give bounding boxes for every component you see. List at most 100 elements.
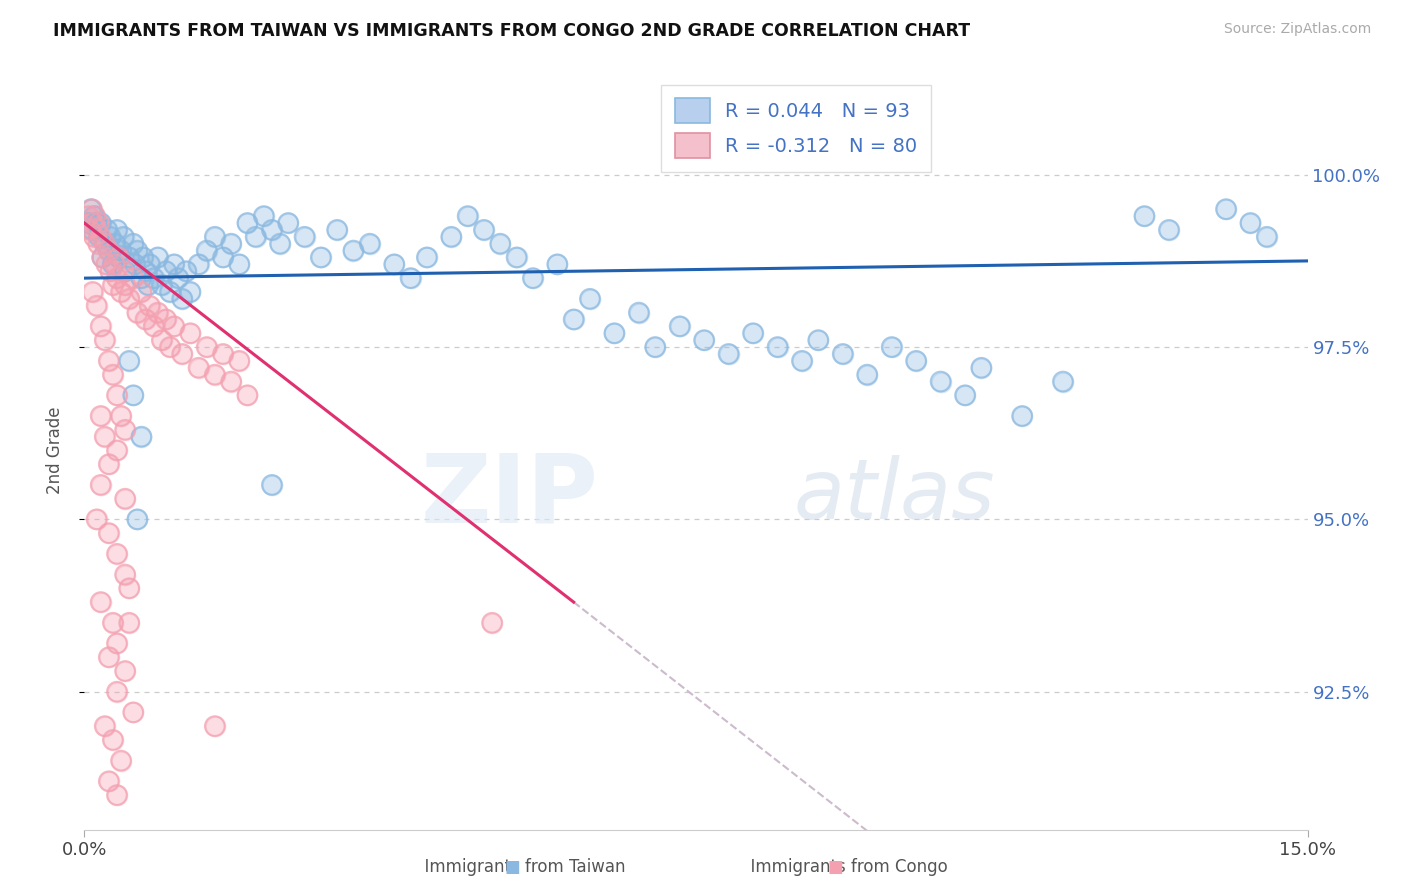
- Point: [105, 684, 128, 698]
- Point: [132, 251, 155, 265]
- Point: [127, 305, 149, 319]
- Point: [101, 615, 124, 630]
- Point: [110, 285, 132, 299]
- Point: [101, 368, 124, 382]
- Point: [856, 368, 879, 382]
- Point: [131, 430, 153, 444]
- Point: [163, 257, 186, 271]
- Point: [146, 251, 169, 265]
- Point: [236, 216, 259, 230]
- Point: [83, 209, 105, 223]
- Point: [124, 257, 146, 271]
- Point: [91, 251, 114, 265]
- Point: [399, 271, 422, 285]
- Point: [90, 409, 112, 423]
- Point: [1239, 216, 1261, 230]
- Point: [204, 368, 226, 382]
- Point: [1133, 209, 1156, 223]
- Point: [174, 264, 197, 278]
- Point: [142, 319, 165, 334]
- Point: [138, 257, 160, 271]
- Point: [110, 244, 132, 258]
- Point: [114, 664, 136, 678]
- Point: [131, 271, 153, 285]
- Point: [807, 333, 830, 347]
- Point: [342, 244, 364, 258]
- Point: [105, 443, 128, 458]
- Point: [90, 216, 112, 230]
- Point: [97, 244, 120, 258]
- Point: [118, 615, 141, 630]
- Point: [253, 209, 276, 223]
- Point: [112, 229, 135, 244]
- Point: [382, 257, 405, 271]
- Point: [159, 285, 181, 299]
- Point: [219, 236, 242, 251]
- Point: [124, 257, 146, 271]
- Point: [219, 236, 242, 251]
- Point: [146, 251, 169, 265]
- Point: [309, 251, 332, 265]
- Point: [929, 375, 952, 389]
- Point: [195, 340, 218, 354]
- Point: [167, 271, 190, 285]
- Point: [114, 567, 136, 582]
- Point: [172, 292, 194, 306]
- Point: [627, 305, 650, 319]
- Point: [717, 347, 740, 361]
- Point: [105, 223, 128, 237]
- Point: [87, 216, 110, 230]
- Point: [103, 257, 125, 271]
- Point: [179, 326, 201, 341]
- Point: [142, 271, 165, 285]
- Point: [83, 229, 105, 244]
- Point: [1052, 375, 1074, 389]
- Point: [127, 244, 149, 258]
- Point: [1256, 229, 1278, 244]
- Point: [668, 319, 690, 334]
- Point: [77, 216, 100, 230]
- Point: [101, 257, 124, 271]
- Text: ■: ■: [828, 858, 844, 876]
- Point: [342, 244, 364, 258]
- Point: [100, 264, 122, 278]
- Point: [172, 292, 194, 306]
- Point: [1215, 202, 1237, 217]
- Point: [97, 244, 120, 258]
- Point: [187, 257, 209, 271]
- Point: [150, 333, 173, 347]
- Point: [91, 251, 114, 265]
- Point: [905, 354, 928, 368]
- Point: [136, 278, 159, 293]
- Point: [110, 285, 132, 299]
- Point: [228, 354, 250, 368]
- Legend: R = 0.044   N = 93, R = -0.312   N = 80: R = 0.044 N = 93, R = -0.312 N = 80: [661, 85, 931, 172]
- Point: [90, 478, 112, 492]
- Point: [579, 292, 602, 306]
- Point: [107, 251, 129, 265]
- Point: [742, 326, 765, 341]
- Point: [522, 271, 544, 285]
- Point: [179, 285, 201, 299]
- Point: [546, 257, 568, 271]
- Point: [97, 526, 120, 541]
- Point: [100, 229, 122, 244]
- Point: [1011, 409, 1033, 423]
- Point: [118, 292, 141, 306]
- Point: [457, 209, 479, 223]
- Point: [929, 375, 952, 389]
- Point: [86, 512, 108, 526]
- Point: [105, 547, 128, 561]
- Point: [93, 236, 115, 251]
- Point: [131, 430, 153, 444]
- Point: [163, 319, 186, 334]
- Point: [91, 251, 114, 265]
- Point: [86, 512, 108, 526]
- Point: [236, 388, 259, 402]
- Point: [150, 278, 173, 293]
- Point: [101, 733, 124, 747]
- Point: [880, 340, 903, 354]
- Point: [135, 264, 157, 278]
- Point: [118, 292, 141, 306]
- Point: [790, 354, 813, 368]
